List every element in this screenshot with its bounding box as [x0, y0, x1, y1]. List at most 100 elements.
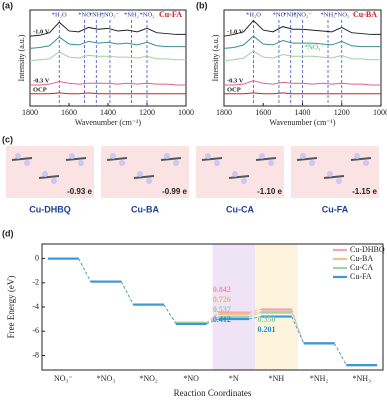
y-axis-label: Intensity (a.u.) — [17, 34, 26, 81]
y-tick-label: -6 — [32, 326, 39, 335]
x-axis-label: Wavenumber (cm⁻¹) — [269, 118, 336, 127]
charge-lobe — [363, 160, 369, 166]
structure-name: Cu-CA — [226, 204, 254, 214]
connector — [249, 311, 262, 315]
charge-label: -0.93 e — [67, 187, 92, 196]
charge-lobe — [42, 171, 48, 177]
connector — [334, 343, 347, 366]
plot-frame — [29, 9, 187, 107]
spectrum — [30, 92, 186, 95]
connector — [291, 309, 305, 344]
x-tick-label: 1800 — [22, 108, 38, 117]
series-label: -1.0 V — [227, 29, 244, 36]
series-label: -0.3 V — [33, 78, 50, 85]
connector — [120, 281, 134, 305]
series-label: OCP — [33, 86, 47, 93]
charge-lobe — [336, 178, 342, 184]
spectrum — [223, 35, 381, 49]
barrier-label: 0.412 — [213, 315, 231, 324]
charge-lobe — [69, 153, 75, 159]
panel-title: Cu-FA — [159, 10, 182, 19]
highlight-label: *NO₃⁻ — [304, 44, 324, 52]
charge-lobe — [300, 153, 306, 159]
connector — [249, 316, 262, 320]
x-tick-label: 1000 — [178, 108, 194, 117]
barrier-label: 0.201 — [257, 325, 275, 334]
x-tick-label: *NO₂ — [139, 374, 158, 383]
panel-label: (d) — [2, 228, 14, 238]
x-tick-label: *NO — [183, 374, 199, 383]
charge-lobe — [232, 171, 238, 177]
legend-label: Cu-CA — [350, 263, 373, 272]
x-tick-label: *N — [229, 374, 239, 383]
barrier-label: 0.537 — [213, 305, 231, 314]
band-n — [212, 244, 256, 370]
structure-name: Cu-DHBQ — [29, 204, 71, 214]
molecule — [201, 157, 223, 161]
x-tick-label: 1000 — [373, 108, 387, 117]
charge-lobe — [205, 153, 211, 159]
x-tick-label: 1400 — [295, 108, 311, 117]
spectrum — [30, 81, 186, 86]
charge-label: -1.10 e — [257, 187, 282, 196]
molecule — [228, 175, 250, 179]
x-tick-label: 1200 — [334, 108, 350, 117]
peak-label: *NO — [78, 11, 91, 18]
series-label: OCP — [227, 86, 241, 93]
molecule — [350, 157, 372, 161]
charge-label: -1.15 e — [352, 187, 377, 196]
molecule — [65, 157, 87, 161]
molecule — [160, 157, 182, 161]
peak-label: *NH₂ — [321, 11, 336, 18]
panel-label: (c) — [2, 134, 13, 144]
spectrum — [29, 36, 186, 49]
panel-label: (b) — [196, 0, 208, 10]
barrier-label: 0.350 — [257, 315, 275, 324]
y-axis-label: Free Energy (eV) — [6, 276, 16, 339]
panel-title: Cu-BA — [353, 10, 377, 19]
molecule — [296, 157, 318, 161]
series-label: -1.0 V — [33, 29, 50, 36]
charge-lobe — [241, 178, 247, 184]
x-tick-label: *NH — [269, 374, 285, 383]
charge-lobe — [119, 160, 125, 166]
connector — [78, 258, 91, 282]
spectrum — [223, 50, 381, 62]
charge-lobe — [327, 171, 333, 177]
connector — [249, 309, 262, 313]
molecule — [38, 175, 60, 179]
y-tick-label: 0 — [35, 253, 39, 262]
spectrum — [224, 92, 381, 95]
peak-label: *NH₂ — [124, 11, 139, 18]
charge-lobe — [78, 160, 84, 166]
peak-label: *NO₂ — [140, 11, 155, 18]
molecule — [323, 175, 345, 179]
molecule — [133, 175, 155, 179]
barrier-label: 0.726 — [213, 295, 231, 304]
connector — [206, 316, 219, 324]
x-tick-label: 1600 — [61, 108, 77, 117]
spectrum — [223, 19, 381, 37]
x-tick-label: NO₃⁻ — [54, 374, 73, 383]
charge-lobe — [309, 160, 315, 166]
y-axis-label: Intensity (a.u.) — [211, 34, 220, 81]
y-tick-label: -8 — [32, 350, 39, 359]
panel-label: (a) — [2, 0, 13, 10]
x-tick-label: *NH₃ — [353, 374, 372, 383]
molecule — [106, 157, 128, 161]
spectrum — [29, 51, 186, 62]
charge-lobe — [173, 160, 179, 166]
x-axis-label: Wavenumber (cm⁻¹) — [75, 118, 142, 127]
connector — [206, 318, 219, 325]
x-tick-label: 1800 — [216, 108, 232, 117]
x-tick-label: 1600 — [255, 108, 271, 117]
charge-lobe — [268, 160, 274, 166]
spectrum — [224, 80, 381, 86]
band-nh — [255, 244, 298, 370]
charge-label: -0.99 e — [162, 187, 187, 196]
peak-label: *NO₂⁻ — [101, 11, 120, 18]
connector — [163, 304, 177, 325]
spectrum — [29, 21, 186, 37]
y-tick-label: -2 — [32, 278, 39, 287]
